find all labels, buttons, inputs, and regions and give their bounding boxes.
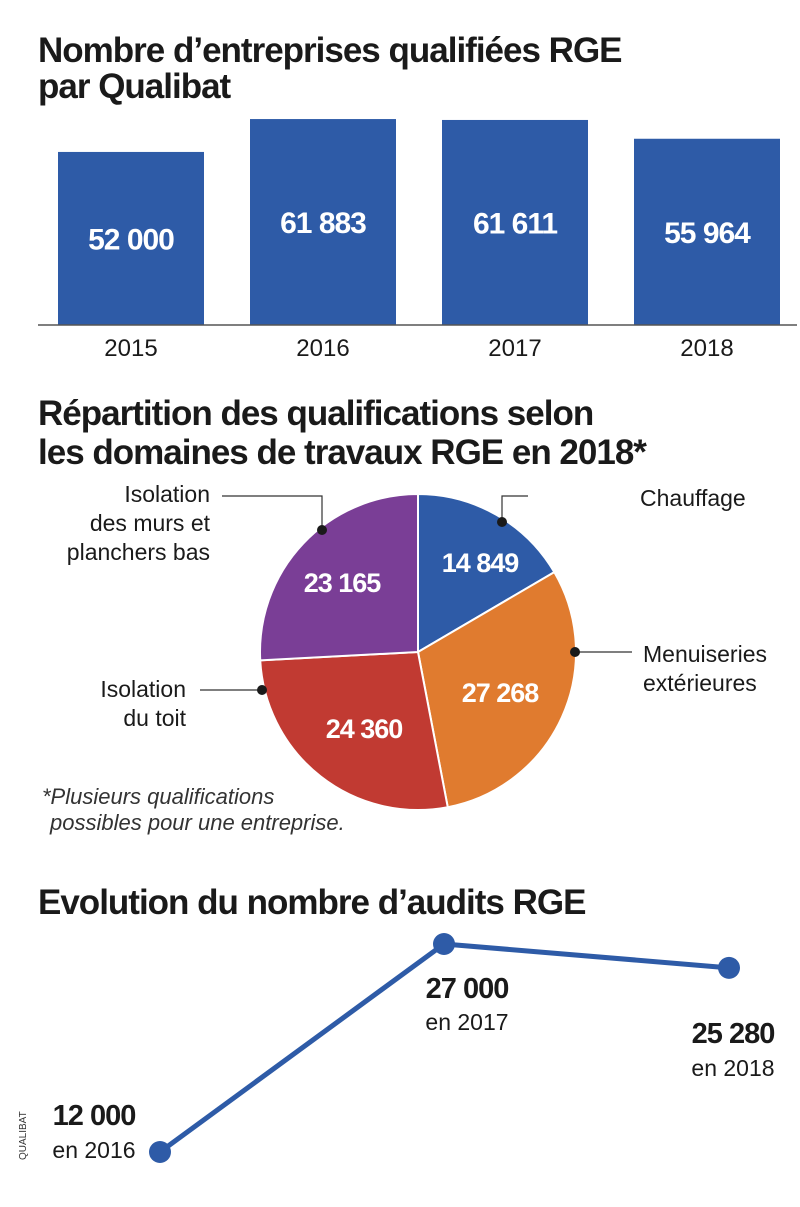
pie-slice-chauffage xyxy=(417,492,556,654)
pie-callout-dot xyxy=(317,525,327,535)
pie-callout-group: Chauffage Menuiseries extérieures Isolation… xyxy=(67,481,767,731)
line-series-group: 12 000 en 2016 27 000 en 2017 25 280 en 2018 xyxy=(52,933,775,1163)
bar-2017 xyxy=(442,119,588,326)
pie-callout-dot xyxy=(257,685,267,695)
line-value-label: 12 000 xyxy=(53,1100,136,1132)
pie-callout-line xyxy=(222,495,323,530)
pie-callout-dot xyxy=(570,647,580,657)
line-value-label: 25 280 xyxy=(692,1018,775,1050)
bar-value-label: 61 883 xyxy=(280,207,366,240)
pie-footnote-line1: *Plusieurs qualifications xyxy=(42,784,274,809)
pie-slice-menuiseries xyxy=(416,570,577,809)
bar-2015 xyxy=(58,151,204,325)
line-value-label: 27 000 xyxy=(426,973,509,1005)
line-point-2017 xyxy=(433,933,455,955)
line-year-label: en 2017 xyxy=(425,1009,508,1035)
bar-2016 xyxy=(250,119,396,325)
pie-value-label: 24 360 xyxy=(326,714,403,744)
bar-chart-title-line1: Nombre d’entreprises qualifiées RGE xyxy=(38,31,622,70)
pie-footnote-line2: possibles pour une entreprise. xyxy=(49,810,345,835)
x-tick-label: 2017 xyxy=(488,335,541,362)
pie-chart-title-line1: Répartition des qualifications selon xyxy=(38,394,593,433)
pie-slice-group: 14 849 27 268 24 360 23 165 xyxy=(259,492,577,811)
line-point-2018 xyxy=(718,956,740,979)
line-year-label: en 2018 xyxy=(691,1055,774,1081)
pie-callout-line xyxy=(501,495,528,522)
pie-slice-isolation-murs xyxy=(259,492,419,662)
x-tick-label: 2015 xyxy=(104,335,157,362)
x-tick-label: 2018 xyxy=(680,335,733,362)
x-tick-label: 2016 xyxy=(296,335,349,362)
bar-group: 52 000 2015 61 883 2016 61 611 2017 55 964 2018 xyxy=(58,119,780,362)
pie-chart: Répartition des qualifications selon les… xyxy=(38,394,767,835)
pie-category-label: extérieures xyxy=(643,670,757,696)
bar-value-label: 52 000 xyxy=(88,223,174,256)
line-year-label: en 2016 xyxy=(52,1137,135,1163)
pie-category-label: Menuiseries xyxy=(643,641,767,667)
line-chart: Evolution du nombre d’audits RGE 12 000 e… xyxy=(38,883,775,1163)
pie-category-label: du toit xyxy=(123,705,186,731)
bar-chart: Nombre d’entreprises qualifiées RGE par … xyxy=(38,31,797,362)
pie-category-label: Isolation xyxy=(124,481,210,507)
pie-value-label: 23 165 xyxy=(304,568,382,598)
bar-2018 xyxy=(634,138,780,325)
pie-category-label: des murs et xyxy=(90,510,211,536)
bar-value-label: 61 611 xyxy=(473,207,557,240)
pie-chart-title-line2: les domaines de travaux RGE en 2018* xyxy=(38,433,647,472)
line-point-2016 xyxy=(149,1141,171,1163)
pie-category-label: Chauffage xyxy=(640,485,746,511)
bar-chart-title-line2: par Qualibat xyxy=(38,67,232,106)
pie-category-label: Isolation xyxy=(100,676,186,702)
pie-category-label: planchers bas xyxy=(67,539,210,565)
line-chart-title: Evolution du nombre d’audits RGE xyxy=(38,883,585,922)
pie-callout-dot xyxy=(497,517,507,527)
pie-value-label: 27 268 xyxy=(462,678,540,708)
source-credit: QUALIBAT xyxy=(18,1111,29,1160)
bar-value-label: 55 964 xyxy=(664,217,751,250)
pie-value-label: 14 849 xyxy=(442,548,520,578)
